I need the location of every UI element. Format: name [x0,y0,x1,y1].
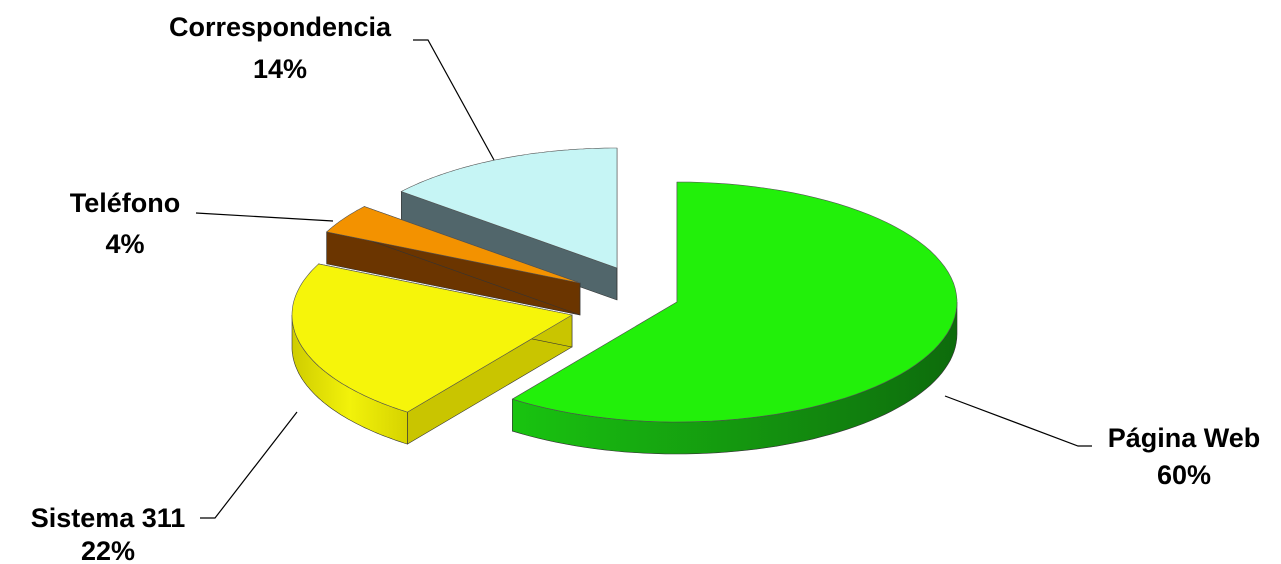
slice-value-correspondencia: 14% [253,54,307,84]
slice-label-correspondencia: Correspondencia [169,12,392,42]
pie-slice-pagina-web [511,181,958,455]
leader-line-pagina-web [944,395,1092,447]
slice-value-pagina-web: 60% [1157,460,1211,490]
pie-slice-correspondencia [400,147,618,301]
pie-slices [291,147,958,455]
slice-top-correspondencia [400,147,618,269]
leader-line-sistema-311 [200,411,298,519]
leader-line-correspondencia [413,39,495,161]
slice-top-telefono [325,206,581,284]
leader-line-telefono [195,212,334,222]
pie-labels: Correspondencia 14% Teléfono 4% Sistema … [31,12,1261,564]
slice-value-telefono: 4% [105,229,144,259]
pie-slice-telefono [325,206,581,316]
slice-value-sistema-311: 22% [81,536,135,564]
pie-slice-sistema-311 [291,263,573,445]
slice-top-sistema-311 [291,263,573,413]
slice-label-telefono: Teléfono [70,188,181,218]
slice-label-sistema-311: Sistema 311 [31,503,186,533]
slice-top-pagina-web [511,181,958,423]
slice-label-pagina-web: Página Web [1108,423,1261,453]
